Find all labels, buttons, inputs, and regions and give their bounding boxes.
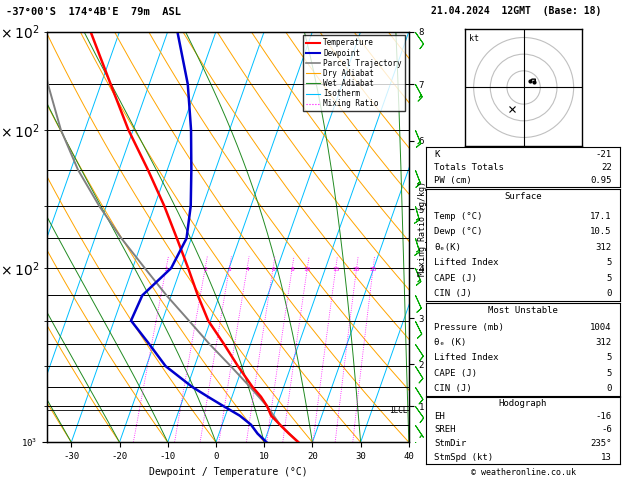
- Text: CAPE (J): CAPE (J): [434, 369, 477, 378]
- Text: 2: 2: [203, 267, 207, 272]
- Text: kt: kt: [469, 34, 479, 43]
- Text: 21.04.2024  12GMT  (Base: 18): 21.04.2024 12GMT (Base: 18): [431, 6, 601, 16]
- Text: 25: 25: [369, 267, 377, 272]
- Text: 312: 312: [596, 243, 612, 252]
- Text: 8: 8: [291, 267, 294, 272]
- Text: 5: 5: [606, 258, 612, 267]
- Text: 22: 22: [601, 163, 612, 172]
- Y-axis label: km
ASL: km ASL: [425, 229, 445, 245]
- Text: Hodograph: Hodograph: [499, 399, 547, 408]
- Text: 0: 0: [606, 289, 612, 298]
- Text: EH: EH: [434, 412, 445, 420]
- Text: 13: 13: [601, 453, 612, 462]
- Text: SREH: SREH: [434, 425, 455, 434]
- Text: -21: -21: [596, 150, 612, 159]
- Text: -6: -6: [601, 425, 612, 434]
- Text: Pressure (mb): Pressure (mb): [434, 323, 504, 332]
- Text: Temp (°C): Temp (°C): [434, 212, 482, 221]
- Text: 6: 6: [271, 267, 275, 272]
- Text: CIN (J): CIN (J): [434, 384, 472, 393]
- Text: 1: 1: [164, 267, 168, 272]
- Text: 3: 3: [228, 267, 231, 272]
- X-axis label: Dewpoint / Temperature (°C): Dewpoint / Temperature (°C): [148, 467, 308, 477]
- Text: θₑ (K): θₑ (K): [434, 338, 467, 347]
- Text: Most Unstable: Most Unstable: [488, 306, 558, 314]
- Text: 10.5: 10.5: [591, 227, 612, 237]
- Text: 312: 312: [596, 338, 612, 347]
- Text: 5: 5: [606, 369, 612, 378]
- Text: Lifted Index: Lifted Index: [434, 258, 499, 267]
- Text: CIN (J): CIN (J): [434, 289, 472, 298]
- Text: 1004: 1004: [591, 323, 612, 332]
- Text: 5: 5: [606, 274, 612, 283]
- Legend: Temperature, Dewpoint, Parcel Trajectory, Dry Adiabat, Wet Adiabat, Isotherm, Mi: Temperature, Dewpoint, Parcel Trajectory…: [303, 35, 405, 111]
- Text: 17.1: 17.1: [591, 212, 612, 221]
- Text: -37°00'S  174°4B'E  79m  ASL: -37°00'S 174°4B'E 79m ASL: [6, 7, 181, 17]
- Text: K: K: [434, 150, 440, 159]
- Text: Dewp (°C): Dewp (°C): [434, 227, 482, 237]
- Text: © weatheronline.co.uk: © weatheronline.co.uk: [470, 468, 576, 477]
- Text: 15: 15: [332, 267, 340, 272]
- Text: Lifted Index: Lifted Index: [434, 353, 499, 363]
- Text: θₑ(K): θₑ(K): [434, 243, 461, 252]
- Text: Mixing Ratio (g/kg): Mixing Ratio (g/kg): [418, 181, 427, 276]
- Text: PW (cm): PW (cm): [434, 176, 472, 185]
- Text: StmDir: StmDir: [434, 439, 467, 448]
- Text: 0: 0: [606, 384, 612, 393]
- Text: Surface: Surface: [504, 192, 542, 201]
- Text: 5: 5: [606, 353, 612, 363]
- Text: 4: 4: [245, 267, 249, 272]
- Text: CAPE (J): CAPE (J): [434, 274, 477, 283]
- Text: 235°: 235°: [591, 439, 612, 448]
- Text: Totals Totals: Totals Totals: [434, 163, 504, 172]
- Text: -16: -16: [596, 412, 612, 420]
- Text: 0.95: 0.95: [591, 176, 612, 185]
- Text: 20: 20: [353, 267, 360, 272]
- Text: 10: 10: [304, 267, 311, 272]
- Text: StmSpd (kt): StmSpd (kt): [434, 453, 493, 462]
- Text: 1LCL: 1LCL: [389, 406, 408, 415]
